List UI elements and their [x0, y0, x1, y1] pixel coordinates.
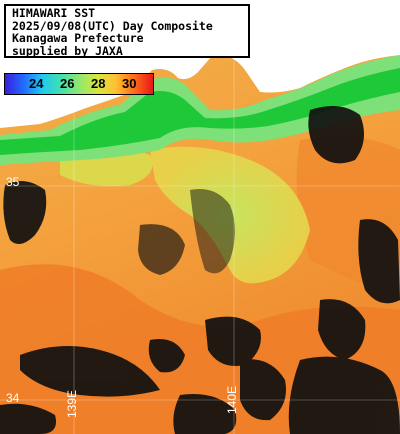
title-line-product: HIMAWARI SST: [12, 6, 96, 20]
colorbar-tick-28: 28: [91, 76, 106, 91]
cloud-patches: [0, 106, 400, 434]
lat-label-35: 35: [6, 175, 20, 189]
map-title-box: HIMAWARI SST 2025/09/08(UTC) Day Composi…: [4, 4, 250, 58]
title-line-date: 2025/09/08(UTC) Day Composite: [12, 18, 213, 33]
lon-label-139e: 139E: [65, 389, 79, 418]
title-line-credit: supplied by JAXA: [12, 43, 123, 58]
lat-label-34: 34: [6, 391, 20, 405]
colorbar-tick-26: 26: [60, 76, 75, 91]
title-line-region: Kanagawa Prefecture: [12, 31, 144, 45]
sst-colorbar: 24 26 28 30: [4, 73, 154, 95]
colorbar-tick-24: 24: [29, 76, 44, 91]
coastal-green-inner: [0, 68, 400, 155]
colorbar-gradient: [5, 74, 153, 94]
colorbar-tick-30: 30: [122, 76, 137, 91]
lon-label-140e: 140E: [225, 385, 239, 414]
